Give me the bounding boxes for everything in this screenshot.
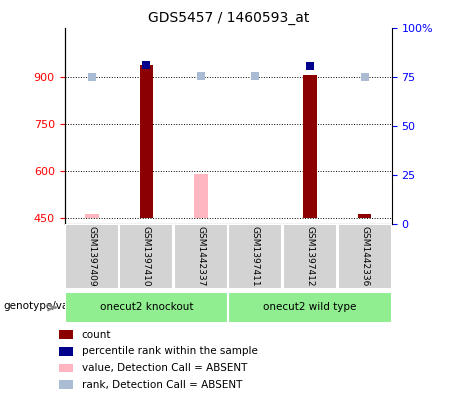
- Text: count: count: [82, 330, 111, 340]
- Point: [142, 62, 150, 68]
- Text: GSM1397410: GSM1397410: [142, 226, 151, 286]
- Point: [306, 63, 313, 70]
- Bar: [303, 75, 317, 218]
- Bar: [85, 214, 99, 218]
- Bar: [65, 292, 228, 323]
- Bar: [337, 224, 391, 289]
- Text: GSM1397411: GSM1397411: [251, 226, 260, 286]
- Bar: [119, 224, 173, 289]
- Bar: [140, 65, 153, 218]
- Bar: [59, 380, 73, 389]
- Text: genotype/variation: genotype/variation: [3, 301, 102, 311]
- Bar: [59, 330, 73, 339]
- Bar: [65, 224, 119, 289]
- Text: value, Detection Call = ABSENT: value, Detection Call = ABSENT: [82, 363, 247, 373]
- Bar: [59, 364, 73, 372]
- Text: GSM1442336: GSM1442336: [360, 226, 369, 286]
- Text: GSM1397412: GSM1397412: [306, 226, 314, 286]
- Text: onecut2 knockout: onecut2 knockout: [100, 302, 193, 312]
- Bar: [228, 292, 392, 323]
- Text: percentile rank within the sample: percentile rank within the sample: [82, 346, 258, 356]
- Bar: [229, 224, 283, 289]
- Point: [88, 74, 95, 81]
- Point: [361, 74, 368, 81]
- Bar: [194, 174, 208, 218]
- Bar: [358, 214, 372, 218]
- Bar: [174, 224, 228, 289]
- Text: GSM1442337: GSM1442337: [196, 226, 206, 286]
- Title: GDS5457 / 1460593_at: GDS5457 / 1460593_at: [148, 11, 309, 25]
- Point: [197, 73, 205, 79]
- Bar: [283, 224, 337, 289]
- Text: rank, Detection Call = ABSENT: rank, Detection Call = ABSENT: [82, 380, 242, 389]
- Point: [252, 73, 259, 79]
- Bar: [59, 347, 73, 356]
- Text: onecut2 wild type: onecut2 wild type: [263, 302, 357, 312]
- Text: GSM1397409: GSM1397409: [87, 226, 96, 286]
